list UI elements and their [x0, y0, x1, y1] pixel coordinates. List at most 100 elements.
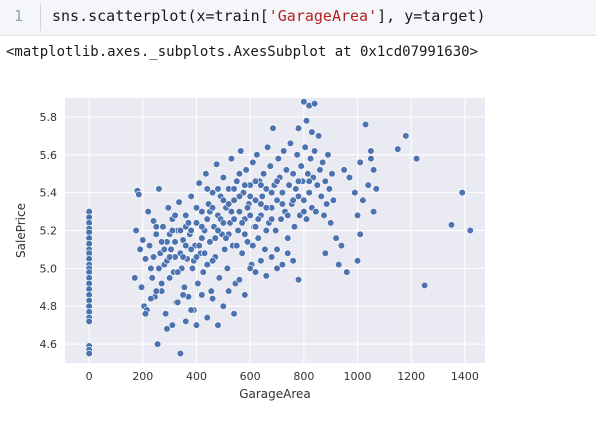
- scatter-point: [214, 226, 222, 235]
- scatter-point: [176, 349, 184, 358]
- scatter-point: [292, 185, 300, 193]
- gutter-divider: [40, 4, 41, 31]
- x-axis-label: GarageArea: [239, 387, 311, 401]
- scatter-point: [251, 196, 260, 204]
- scatter-point: [235, 170, 244, 178]
- scatter-point: [284, 211, 292, 219]
- scatter-point: [141, 310, 150, 318]
- scatter-point: [171, 238, 179, 246]
- scatter-point: [225, 287, 233, 295]
- scatter-point: [290, 223, 299, 231]
- scatter-point: [251, 268, 260, 276]
- scatter-point: [367, 154, 375, 163]
- scatter-point: [198, 207, 206, 216]
- scatter-point: [278, 189, 286, 197]
- scatter-point: [141, 255, 150, 263]
- scatter-point: [219, 196, 227, 204]
- scatter-point: [155, 264, 163, 272]
- scatter-point: [278, 260, 286, 269]
- scatter-point: [323, 200, 331, 208]
- scatter-point: [137, 283, 146, 291]
- scatter-point: [182, 242, 190, 250]
- scatter-point: [257, 257, 265, 265]
- scatter-point: [319, 158, 327, 166]
- code-line[interactable]: sns.scatterplot(x=train['GarageArea'], y…: [52, 7, 486, 25]
- scatter-point: [235, 192, 244, 201]
- y-tick-label: 5.8: [40, 111, 58, 124]
- scatter-point: [230, 310, 238, 318]
- scatter-point: [264, 143, 272, 151]
- scatter-point: [219, 302, 227, 310]
- scatter-point: [184, 219, 193, 227]
- scatter-point: [85, 349, 93, 358]
- scatter-point: [261, 245, 269, 254]
- scatter-point: [273, 245, 281, 254]
- scatter-point: [160, 245, 168, 254]
- scatter-point: [258, 192, 266, 201]
- scatter-point: [293, 151, 301, 159]
- scatter-point: [152, 223, 160, 231]
- scatter-point: [214, 321, 222, 329]
- scatter-point: [159, 223, 167, 231]
- scatter-point: [214, 185, 222, 193]
- scatter-point: [136, 245, 144, 254]
- scatter-point: [235, 276, 244, 284]
- scatter-point: [278, 200, 286, 208]
- scatter-point: [222, 234, 230, 242]
- scatter-point: [257, 181, 265, 189]
- scatter-point: [152, 287, 160, 295]
- scatter-point: [340, 166, 348, 174]
- scatter-point: [305, 189, 313, 197]
- scatter-point: [274, 154, 282, 163]
- scatter-point: [207, 287, 215, 295]
- scatter-point: [192, 253, 201, 261]
- code-cell[interactable]: 1 sns.scatterplot(x=train['GarageArea'],…: [0, 0, 596, 36]
- scatter-point: [328, 170, 336, 178]
- scatter-point: [321, 177, 329, 185]
- scatter-point: [251, 223, 260, 231]
- scatter-point: [268, 253, 276, 261]
- x-tick-label: 0: [86, 370, 93, 383]
- scatter-point: [227, 154, 235, 163]
- scatter-point: [259, 170, 268, 178]
- x-tick-label: 400: [186, 370, 207, 383]
- scatter-point: [180, 283, 189, 291]
- scatter-point: [353, 211, 362, 219]
- scatter-point: [305, 177, 313, 185]
- scatter-point: [192, 204, 201, 212]
- scatter-point: [198, 223, 206, 231]
- scatter-point: [325, 185, 333, 193]
- scatter-point: [158, 238, 166, 246]
- scatter-point: [372, 185, 380, 193]
- scatter-point: [343, 268, 351, 276]
- scatter-point: [302, 117, 311, 125]
- scatter-point: [195, 242, 203, 250]
- scatter-point: [284, 234, 292, 242]
- x-tick-label: 1000: [344, 370, 372, 383]
- scatter-point: [227, 207, 235, 216]
- scatter-point: [329, 196, 337, 204]
- y-tick-label: 5.4: [40, 187, 58, 200]
- scatter-point: [246, 192, 254, 201]
- scatter-point: [176, 226, 184, 235]
- line-number: 1: [14, 7, 24, 25]
- scatter-point: [213, 160, 221, 168]
- scatter-point: [262, 226, 270, 235]
- scatter-point: [273, 177, 281, 185]
- scatter-point: [223, 264, 231, 272]
- scatter-point: [310, 147, 319, 155]
- scatter-point: [285, 181, 293, 189]
- scatter-point: [174, 268, 182, 276]
- scatter-point: [187, 226, 195, 235]
- scatter-point: [257, 200, 265, 208]
- scatter-point: [233, 177, 241, 185]
- scatter-point: [332, 234, 340, 242]
- scatter-point: [199, 268, 207, 276]
- code-prefix: sns.scatterplot(x=train[: [52, 7, 269, 25]
- scatter-point: [286, 139, 295, 148]
- scatter-point: [162, 310, 170, 318]
- scatter-point: [266, 162, 274, 170]
- scatter-point: [243, 238, 252, 246]
- y-tick-label: 4.6: [40, 338, 58, 351]
- scatter-point: [171, 211, 179, 219]
